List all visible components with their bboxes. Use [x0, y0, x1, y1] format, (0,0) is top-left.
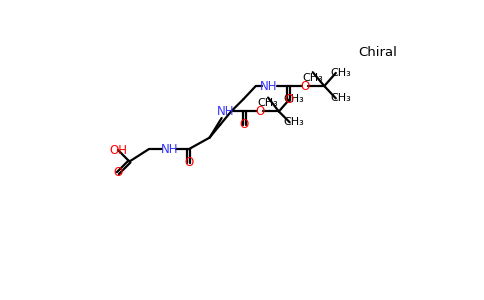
Text: NH: NH	[260, 80, 278, 92]
Text: O: O	[240, 118, 249, 131]
Text: CH₃: CH₃	[330, 93, 351, 103]
Text: CH₃: CH₃	[257, 98, 278, 108]
Text: CH₃: CH₃	[302, 73, 323, 82]
Text: CH₃: CH₃	[284, 117, 304, 127]
Text: O: O	[255, 105, 264, 118]
Text: NH: NH	[217, 105, 234, 118]
Text: O: O	[184, 156, 194, 169]
Text: Chiral: Chiral	[358, 46, 397, 59]
Text: O: O	[301, 80, 310, 92]
Text: CH₃: CH₃	[284, 94, 304, 104]
Text: NH: NH	[161, 143, 178, 156]
Text: CH₃: CH₃	[330, 68, 351, 78]
Text: O: O	[113, 166, 122, 179]
Text: O: O	[284, 93, 293, 106]
Text: OH: OH	[109, 144, 127, 157]
